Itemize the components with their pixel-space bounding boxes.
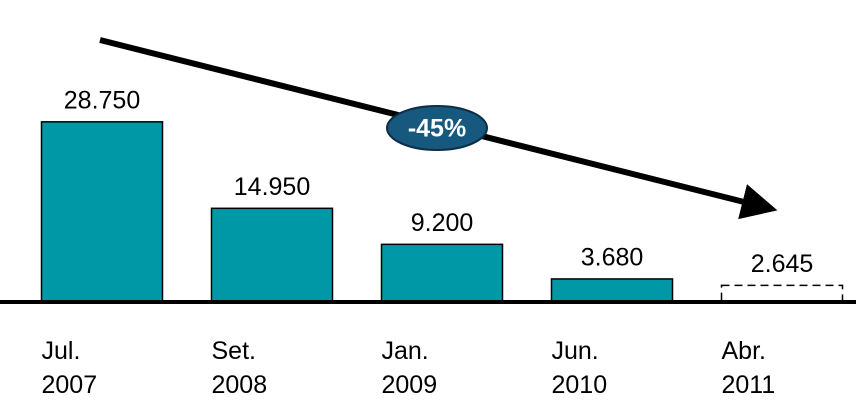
bar: [380, 243, 504, 303]
bar: [40, 121, 164, 303]
x-tick-label: Jun. 2010: [551, 337, 608, 399]
annotation: -45%: [408, 115, 466, 143]
x-tick-label: Abr. 2011: [721, 337, 776, 399]
bar: [550, 278, 674, 303]
x-tick-label: Set. 2008: [211, 337, 268, 399]
bar: [210, 207, 334, 303]
bar: [720, 284, 844, 303]
annotation-badge: [386, 105, 488, 151]
x-tick-label: Jul. 2007: [41, 337, 98, 399]
value-label: 9.200: [411, 209, 474, 237]
x-tick-label: Jan. 2009: [381, 337, 438, 399]
value-label: 3.680: [581, 244, 644, 272]
value-label: 14.950: [234, 173, 310, 201]
value-label: 28.750: [64, 86, 140, 114]
value-label: 2.645: [751, 250, 814, 278]
